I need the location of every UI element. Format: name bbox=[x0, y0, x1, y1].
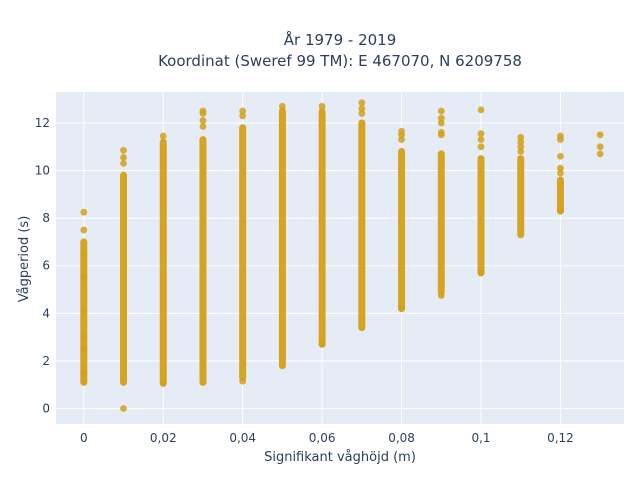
data-point bbox=[557, 152, 564, 160]
data-point bbox=[437, 114, 445, 122]
data-point bbox=[398, 305, 405, 312]
data-point bbox=[557, 164, 564, 172]
data-point bbox=[517, 148, 525, 155]
data-point bbox=[239, 107, 247, 115]
x-tick-label: 0,04 bbox=[229, 431, 256, 445]
data-point bbox=[120, 159, 127, 167]
data-point bbox=[318, 340, 326, 348]
data-point bbox=[120, 154, 127, 161]
data-points bbox=[80, 99, 604, 412]
data-point bbox=[398, 127, 405, 135]
data-point bbox=[80, 369, 88, 377]
data-point bbox=[398, 136, 405, 143]
data-point bbox=[437, 119, 445, 127]
data-point bbox=[557, 169, 564, 177]
data-point bbox=[477, 269, 485, 277]
data-point bbox=[239, 377, 247, 385]
data-point bbox=[80, 345, 88, 353]
x-tick-label: 0,06 bbox=[309, 431, 336, 445]
data-point bbox=[318, 107, 326, 115]
y-tick-label: 12 bbox=[35, 116, 50, 130]
data-point bbox=[477, 143, 485, 151]
data-point bbox=[517, 138, 525, 146]
y-tick-label: 8 bbox=[42, 211, 50, 225]
data-point bbox=[80, 208, 88, 216]
chart-title-line1: År 1979 - 2019 bbox=[284, 30, 397, 49]
data-point bbox=[596, 143, 604, 151]
data-point bbox=[477, 106, 485, 114]
data-point bbox=[437, 129, 445, 136]
data-point bbox=[437, 107, 445, 115]
data-point bbox=[477, 130, 485, 138]
x-tick-label: 0,1 bbox=[471, 431, 490, 445]
data-point bbox=[120, 405, 127, 412]
x-tick-label: 0,08 bbox=[388, 431, 415, 445]
data-point bbox=[517, 133, 525, 141]
data-point bbox=[596, 150, 604, 158]
data-point bbox=[239, 112, 247, 120]
data-point bbox=[596, 131, 604, 139]
data-point bbox=[80, 226, 88, 234]
y-tick-label: 6 bbox=[42, 259, 50, 273]
data-point bbox=[279, 102, 286, 110]
data-point bbox=[159, 380, 167, 387]
data-point bbox=[80, 376, 88, 384]
data-point bbox=[80, 333, 88, 341]
data-point bbox=[120, 146, 127, 154]
y-axis-title: Vågperiod (s) bbox=[17, 216, 32, 303]
tick-labels: 0 0,02 0,04 0,06 0,08 0,1 0,12 0 2 4 6 8 10 12 bbox=[35, 116, 574, 445]
data-point bbox=[557, 207, 564, 215]
data-point bbox=[358, 110, 366, 117]
x-tick-label: 0 bbox=[80, 431, 88, 445]
data-point bbox=[318, 102, 326, 110]
data-point bbox=[80, 307, 88, 315]
plot-area bbox=[56, 92, 624, 424]
data-point bbox=[80, 274, 88, 282]
data-point bbox=[437, 292, 445, 299]
y-tick-label: 0 bbox=[42, 402, 50, 416]
y-tick-label: 10 bbox=[35, 164, 50, 178]
data-point bbox=[159, 132, 167, 140]
y-tick-label: 2 bbox=[42, 354, 50, 368]
x-axis-title: Signifikant våghöjd (m) bbox=[264, 450, 416, 465]
x-tick-label: 0,02 bbox=[150, 431, 177, 445]
data-point bbox=[199, 117, 207, 124]
data-point bbox=[199, 123, 207, 130]
data-point bbox=[557, 132, 564, 140]
chart-title-line2: Koordinat (Sweref 99 TM): E 467070, N 62… bbox=[158, 52, 522, 70]
data-point bbox=[477, 136, 485, 143]
data-point bbox=[517, 143, 525, 151]
data-point bbox=[358, 99, 366, 107]
y-tick-label: 4 bbox=[42, 306, 50, 320]
data-point bbox=[358, 105, 366, 113]
x-tick-label: 0,12 bbox=[547, 431, 574, 445]
data-point bbox=[80, 250, 88, 258]
data-point bbox=[199, 107, 207, 115]
